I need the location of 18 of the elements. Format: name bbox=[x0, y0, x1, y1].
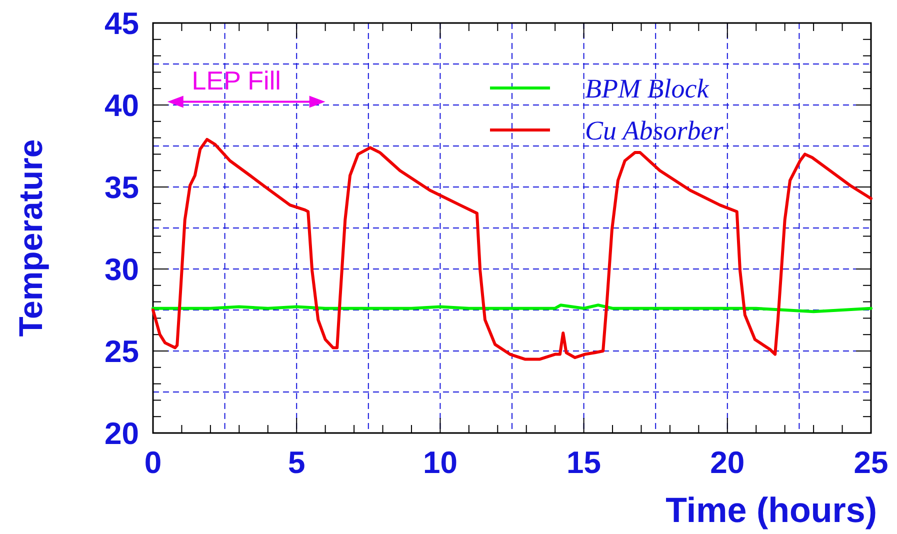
x-tick-label: 10 bbox=[422, 445, 458, 480]
x-tick-label: 15 bbox=[566, 445, 602, 480]
line-series bbox=[152, 304, 872, 314]
legend-label: Cu Absorber bbox=[585, 115, 724, 146]
y-axis-title: Temperature bbox=[12, 139, 49, 337]
x-axis-title: Time (hours) bbox=[666, 491, 877, 530]
y-tick-label: 20 bbox=[104, 416, 139, 451]
y-tick-label: 30 bbox=[104, 252, 139, 287]
legend-label: BPM Block bbox=[585, 73, 710, 104]
x-tick-label: 5 bbox=[288, 445, 306, 480]
y-tick-label: 35 bbox=[104, 170, 139, 205]
x-tick-label: 25 bbox=[854, 445, 888, 480]
x-tick-label: 0 bbox=[144, 445, 162, 480]
x-tick-label: 20 bbox=[710, 445, 745, 480]
annotation: LEP Fill bbox=[192, 66, 281, 96]
y-tick-label: 25 bbox=[104, 334, 139, 369]
y-tick-label: 45 bbox=[104, 6, 139, 41]
y-tick-label: 40 bbox=[104, 88, 139, 123]
